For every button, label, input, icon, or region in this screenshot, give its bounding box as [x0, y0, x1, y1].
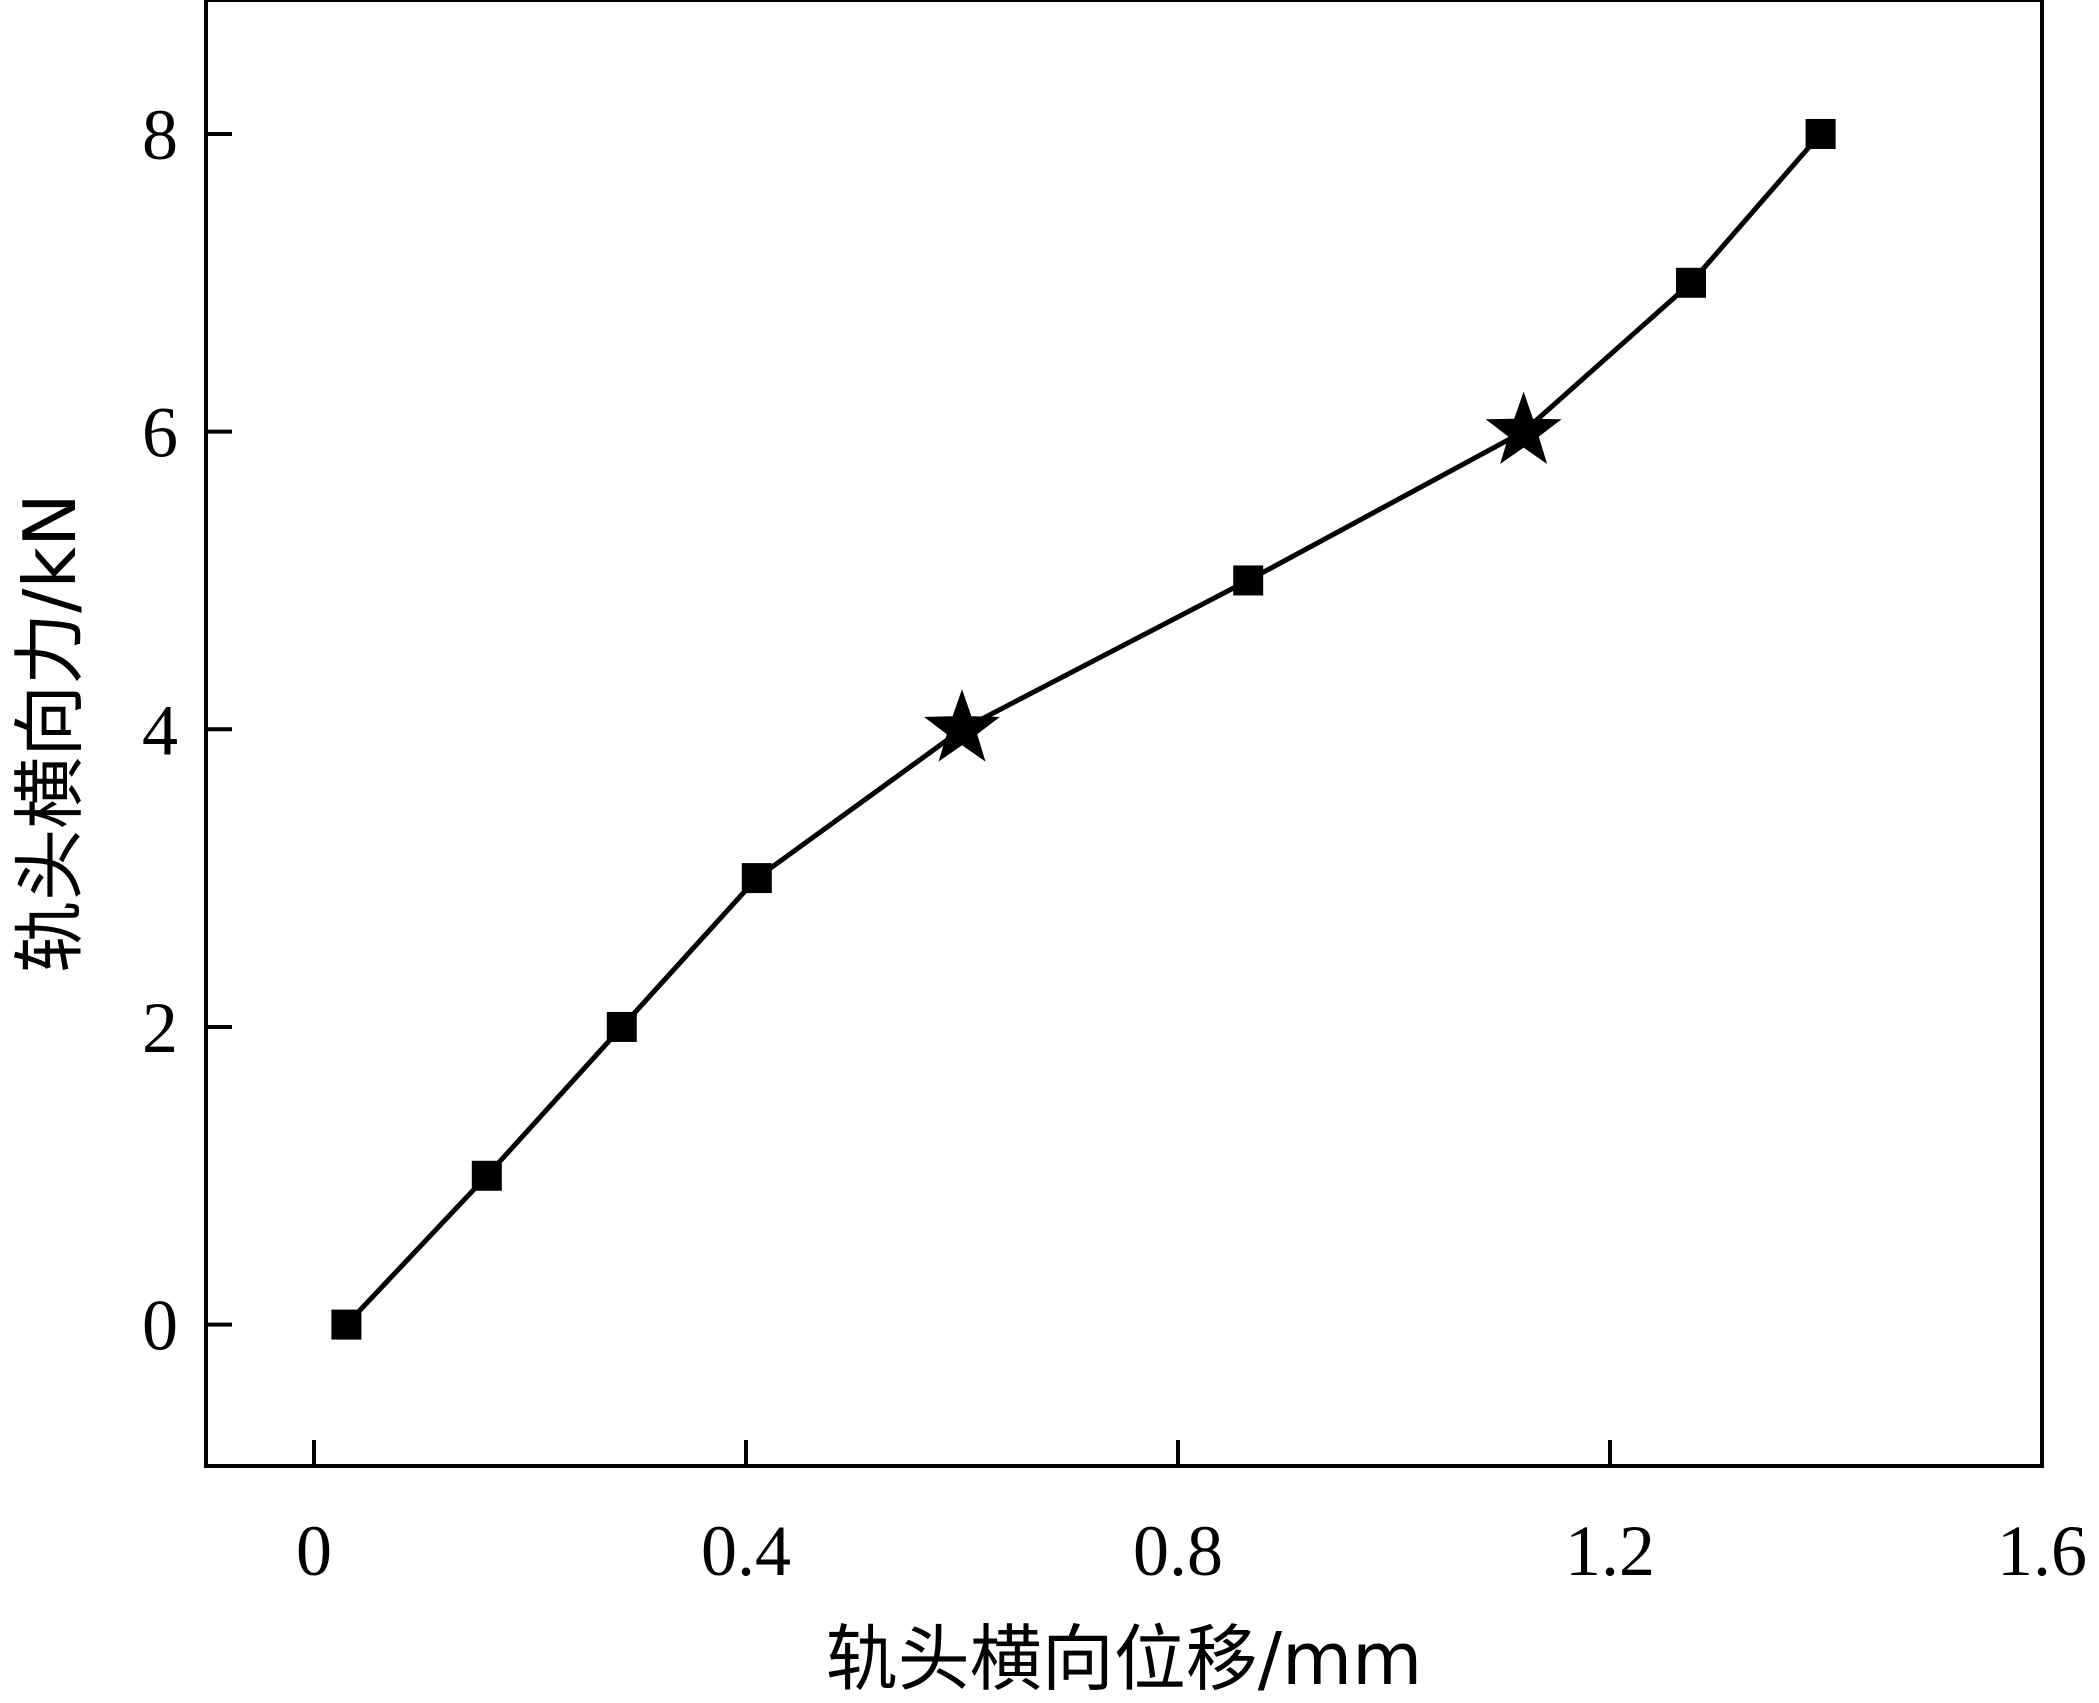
y-tick-label: 2 — [142, 988, 178, 1068]
y-tick-label: 4 — [142, 690, 178, 770]
data-point-star — [924, 689, 1000, 762]
x-tick-label: 1.6 — [1997, 1511, 2087, 1591]
x-tick-label: 1.2 — [1565, 1511, 1655, 1591]
x-tick-label: 0.4 — [701, 1511, 791, 1591]
data-point-square — [471, 1160, 502, 1191]
y-axis-title: 轨头横向力/kN — [8, 493, 92, 973]
y-tick-label: 0 — [142, 1286, 178, 1366]
y-axis: 0 2 4 6 8 — [142, 95, 232, 1366]
series-layer — [331, 118, 1836, 1340]
data-point-square — [331, 1309, 362, 1340]
y-tick-label: 6 — [142, 393, 178, 473]
x-tick-label: 0 — [296, 1511, 332, 1591]
data-point-square — [1233, 565, 1264, 596]
y-tick-label: 8 — [142, 95, 178, 175]
data-point-square — [606, 1011, 637, 1042]
data-point-square — [741, 863, 772, 894]
data-point-square — [1676, 267, 1706, 298]
plot-frame — [204, 0, 2044, 1468]
data-point-square — [1805, 118, 1836, 149]
series-line — [344, 132, 1823, 1327]
x-tick-label: 0.8 — [1133, 1511, 1223, 1591]
data-point-star — [1485, 391, 1562, 464]
x-axis: 0 0.4 0.8 1.2 1.6 — [296, 1440, 2087, 1591]
x-axis-title: 轨头横向位移/mm — [826, 1617, 1423, 1701]
